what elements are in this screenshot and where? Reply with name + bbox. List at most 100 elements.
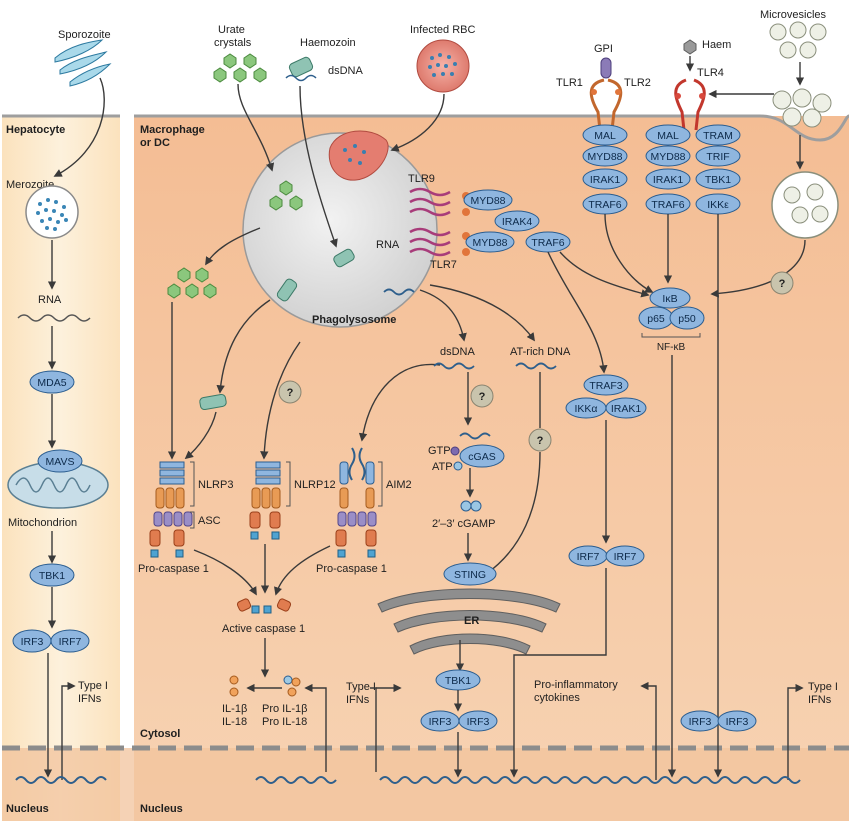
sting-protein: STING	[443, 562, 497, 586]
hep-type1-label: Type I	[78, 680, 108, 692]
cytosol-irf3-b: IRF3	[458, 710, 498, 732]
hep-rna-label: RNA	[38, 294, 62, 306]
svg-text:TRAF6: TRAF6	[651, 199, 684, 211]
svg-text:NF-κB: NF-κB	[657, 342, 686, 353]
tlr7-receptor	[409, 227, 451, 257]
sporozoite-icon	[54, 39, 112, 87]
hep-irf7-protein: IRF7	[50, 629, 90, 653]
tlr4-label: TLR4	[697, 67, 724, 79]
il18-label: IL-18	[222, 716, 247, 728]
svg-text:IKKε: IKKε	[707, 199, 729, 211]
svg-text:STING: STING	[454, 569, 486, 581]
nlrp3-inflammasome	[149, 461, 195, 558]
phago-traf6: TRAF6	[525, 231, 571, 253]
svg-text:TRAM: TRAM	[703, 130, 733, 142]
irf7-b: IRF7	[605, 545, 645, 567]
hep-nuclear-dna	[15, 776, 107, 784]
haemozoin-label: Haemozoin	[300, 37, 356, 49]
mavs-protein: MAVS	[37, 449, 83, 473]
svg-text:IRF7: IRF7	[577, 551, 600, 563]
nlrp12-inflammasome	[249, 461, 291, 540]
svg-text:TBK1: TBK1	[39, 570, 65, 582]
pro-cytokines-icon	[283, 675, 301, 697]
question-circle-cgas: ?	[470, 384, 494, 408]
cgamp-icon	[460, 500, 482, 512]
svg-text:TBK1: TBK1	[705, 174, 731, 186]
mitochondrion-label: Mitochondrion	[8, 517, 77, 529]
svg-text:IκB: IκB	[662, 293, 677, 305]
svg-text:IRF7: IRF7	[614, 551, 637, 563]
phago-myd88-b: MYD88	[465, 231, 515, 253]
procaspase-left-label: Pro-caspase 1	[138, 563, 209, 575]
atp-label: ATP	[432, 461, 453, 473]
macrophage-label-2: or DC	[140, 137, 170, 149]
mature-cytokines-icon	[229, 675, 239, 697]
infected-rbc-icon	[416, 39, 470, 93]
right-irf3-a: IRF3	[680, 710, 720, 732]
cytosol-urate-crystals	[167, 267, 217, 299]
mitochondrion-icon	[7, 461, 109, 509]
hep-rna-strand	[17, 314, 91, 322]
hep-ifns-label: IFNs	[78, 693, 102, 705]
svg-text:p65: p65	[647, 313, 665, 325]
phago-dsdna	[383, 288, 415, 296]
svg-text:MYD88: MYD88	[472, 237, 507, 249]
cytosol-tbk1-protein: TBK1	[435, 669, 481, 691]
right-irf3-b: IRF3	[717, 710, 757, 732]
gpi-icon	[600, 57, 612, 79]
svg-text:IRF3: IRF3	[689, 716, 712, 728]
svg-text:?: ?	[479, 391, 486, 403]
macrophage-nuclear-dna-right	[379, 776, 801, 784]
svg-text:TBK1: TBK1	[445, 675, 471, 687]
svg-text:IRAK1: IRAK1	[653, 174, 684, 186]
hep-irf3-protein: IRF3	[12, 629, 52, 653]
svg-text:?: ?	[287, 387, 294, 399]
nlrp3-label: NLRP3	[198, 479, 233, 491]
hep-tbk1-protein: TBK1	[29, 563, 75, 587]
tlr2-adaptor-column: MAL MYD88 IRAK1 TRAF6	[582, 124, 628, 215]
tlr1-label: TLR1	[556, 77, 583, 89]
question-circle-nlrp12: ?	[278, 380, 302, 404]
ikka-protein: IKKα	[565, 397, 607, 419]
il1b-label: IL-1β	[222, 703, 247, 715]
atrich-dna-label: AT-rich DNA	[510, 346, 571, 358]
right-ifns-label: IFNs	[808, 694, 832, 706]
proinflam-label: Pro-inflammatory	[534, 679, 618, 691]
svg-text:IRF3: IRF3	[726, 716, 749, 728]
atrich-dna-strand	[515, 362, 557, 370]
mid-type1-label: Type I	[346, 681, 376, 693]
haem-label: Haem	[702, 39, 731, 51]
aim2-inflammasome	[335, 447, 383, 558]
merozoite-icon	[25, 185, 79, 239]
active-caspase-icon	[236, 598, 292, 614]
svg-text:MAVS: MAVS	[46, 456, 75, 468]
nucleus-band	[2, 748, 849, 821]
tlr9-label: TLR9	[408, 173, 435, 185]
phago-urate-crystals	[269, 180, 303, 211]
asc-label: ASC	[198, 515, 221, 527]
mda5-protein: MDA5	[29, 370, 75, 394]
gtp-label: GTP	[428, 445, 451, 457]
svg-text:p50: p50	[678, 313, 696, 325]
svg-text:IRAK1: IRAK1	[590, 174, 621, 186]
nlrp12-label: NLRP12	[294, 479, 336, 491]
cytosol-label: Cytosol	[140, 728, 180, 740]
svg-text:MAL: MAL	[594, 130, 616, 142]
svg-text:TRIF: TRIF	[706, 151, 729, 163]
phago-rna-label: RNA	[376, 239, 400, 251]
svg-text:IRF3: IRF3	[429, 716, 452, 728]
svg-text:?: ?	[779, 278, 786, 290]
phago-haemozoin	[276, 248, 355, 302]
cytosol-haemozoin	[199, 393, 227, 411]
tlr4-trif-adaptor-column: TRAM TRIF TBK1 IKKε	[695, 124, 741, 215]
phagolysosome	[242, 132, 438, 328]
infected-rbc-label: Infected RBC	[410, 24, 475, 36]
pro-il1b-label: Pro IL-1β	[262, 703, 307, 715]
svg-text:IRF3: IRF3	[467, 716, 490, 728]
svg-text:MYD88: MYD88	[587, 151, 622, 163]
crystals-label: crystals	[214, 37, 252, 49]
nucleus-label-left: Nucleus	[6, 803, 49, 815]
internalized-rbc-icon	[328, 130, 389, 181]
